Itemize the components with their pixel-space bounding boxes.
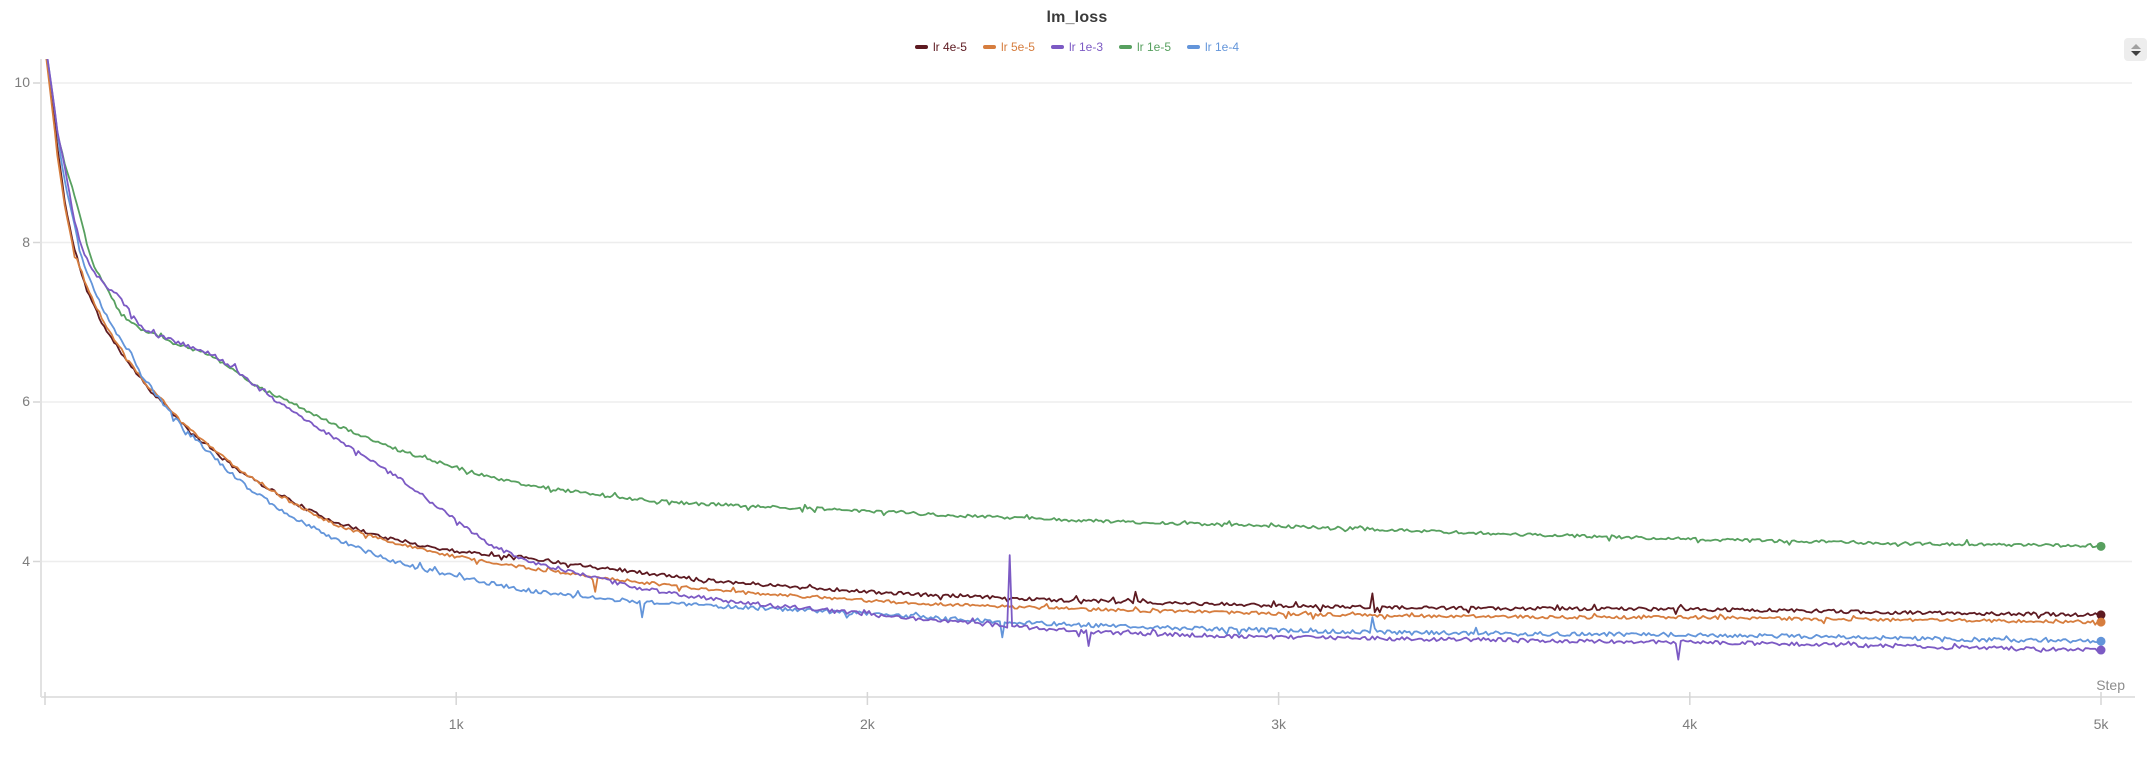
legend-label: lr 1e-3 xyxy=(1068,40,1103,54)
series-line-lr-1e-4[interactable] xyxy=(45,43,2101,644)
legend-item-lr-1e-5[interactable]: lr 1e-5 xyxy=(1119,40,1171,54)
chart-title: lm_loss xyxy=(1046,9,1108,26)
legend: lr 4e-5 lr 5e-5 lr 1e-3 lr 1e-5 lr 1e-4 xyxy=(0,40,2154,54)
legend-item-lr-4e-5[interactable]: lr 4e-5 xyxy=(914,40,967,54)
legend-label: lr 4e-5 xyxy=(932,40,967,54)
triangle-up-icon xyxy=(2130,43,2141,49)
y-tick-label: 6 xyxy=(22,393,30,409)
panel-sort-button[interactable] xyxy=(2124,38,2147,61)
series-end-dot-lr-1e-3 xyxy=(2096,645,2106,655)
y-tick-label: 4 xyxy=(22,552,30,569)
legend-swatch xyxy=(1050,45,1064,49)
x-tick-label: 3k xyxy=(1271,716,1286,732)
legend-label: lr 5e-5 xyxy=(1000,40,1035,54)
series-line-lr-5e-5[interactable] xyxy=(45,47,2101,626)
legend-item-lr-1e-3[interactable]: lr 1e-3 xyxy=(1050,40,1103,54)
legend-label: lr 1e-4 xyxy=(1205,40,1240,54)
triangle-down-icon xyxy=(2130,50,2141,56)
series-end-dot-lr-1e-4 xyxy=(2096,636,2106,646)
legend-swatch xyxy=(914,45,928,49)
series-end-dot-lr-4e-5 xyxy=(2096,610,2106,620)
x-tick-label: 5k xyxy=(2093,716,2109,732)
x-tick-label: 4k xyxy=(1682,716,1698,732)
legend-item-lr-1e-4[interactable]: lr 1e-4 xyxy=(1187,40,1239,54)
series-line-lr-1e-3[interactable] xyxy=(45,43,2101,661)
series-end-dot-lr-1e-5 xyxy=(2096,541,2106,551)
x-tick-label: 1k xyxy=(448,716,464,732)
x-axis-title: Step xyxy=(2096,677,2125,693)
legend-swatch xyxy=(982,45,996,49)
legend-swatch xyxy=(1187,45,1201,49)
y-tick-label: 8 xyxy=(22,233,30,250)
legend-item-lr-5e-5[interactable]: lr 5e-5 xyxy=(982,40,1035,54)
x-tick-label: 2k xyxy=(859,716,875,732)
series-line-lr-1e-5[interactable] xyxy=(45,47,2101,549)
y-tick-label: 10 xyxy=(14,74,30,90)
series-end-dot-lr-5e-5 xyxy=(2096,617,2106,627)
series-line-lr-4e-5[interactable] xyxy=(45,47,2101,619)
legend-label: lr 1e-5 xyxy=(1137,40,1172,54)
legend-swatch xyxy=(1119,45,1132,49)
